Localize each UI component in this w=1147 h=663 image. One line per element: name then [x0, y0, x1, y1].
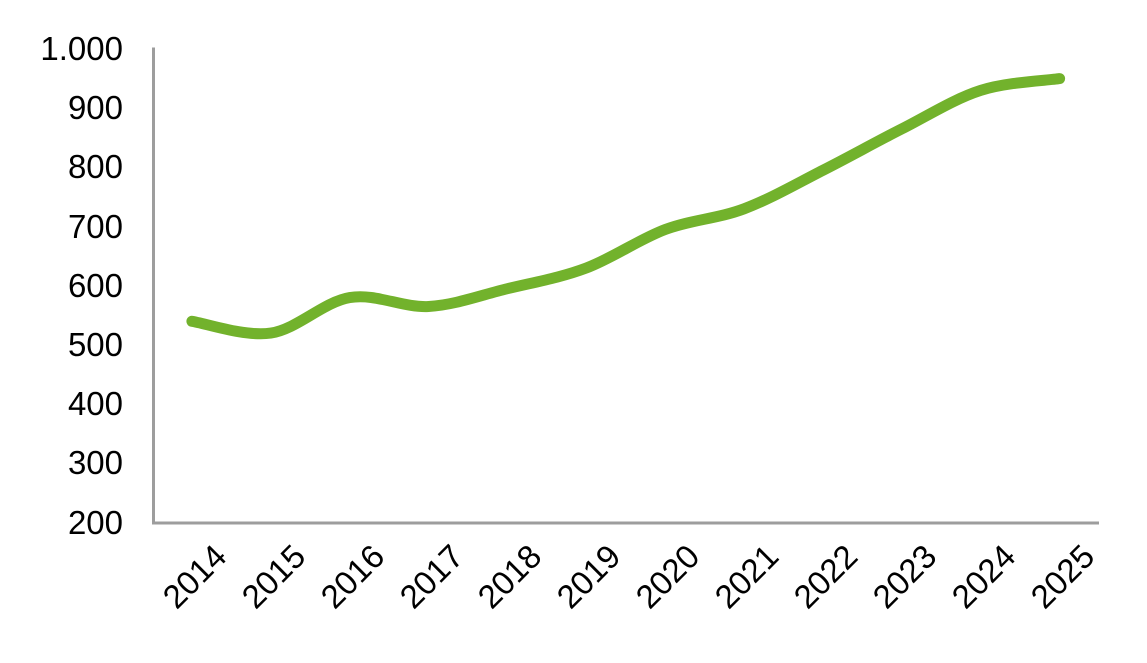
- y-tick-label: 200: [67, 503, 123, 541]
- y-tick-label: 700: [67, 207, 123, 245]
- y-tick-label: 600: [67, 266, 123, 304]
- y-tick-label: 1.000: [40, 30, 123, 67]
- y-tick-label: 400: [67, 385, 123, 423]
- y-tick-label: 900: [67, 89, 123, 127]
- y-tick-label: 500: [67, 325, 123, 363]
- y-tick-label: 800: [67, 148, 123, 186]
- y-tick-label: 300: [67, 444, 123, 482]
- series-line: [186, 73, 1066, 340]
